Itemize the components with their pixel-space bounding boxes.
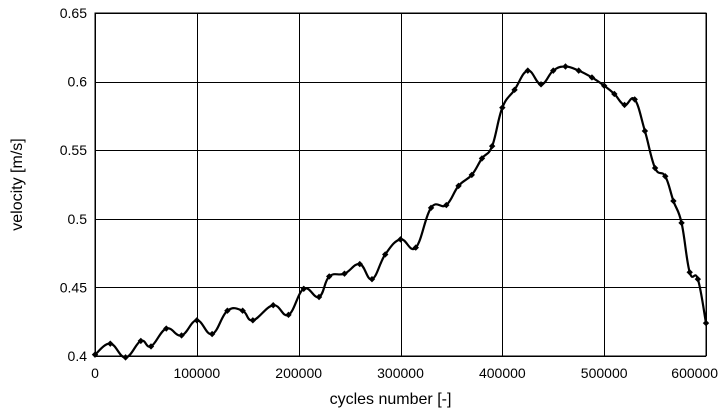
data-point-marker (537, 81, 545, 88)
data-point-marker (455, 182, 462, 190)
x-tick-label: 200000 (275, 365, 322, 381)
y-tick-label: 0.4 (68, 348, 88, 364)
data-point-marker (107, 340, 114, 347)
data-point-marker (670, 197, 677, 205)
data-point-marker (368, 275, 376, 283)
y-axis-label: velocity [m/s] (9, 138, 26, 230)
data-point-marker (694, 275, 702, 283)
y-axis-tick-labels: 0.4 0.45 0.5 0.55 0.6 0.65 (60, 5, 87, 364)
data-point-marker (300, 285, 307, 292)
data-point-marker (178, 332, 185, 339)
data-point-marker (285, 311, 292, 319)
data-point-marker (91, 351, 99, 358)
data-point-marker (443, 201, 450, 209)
data-point-marker (356, 260, 363, 268)
y-tick-label: 0.65 (60, 5, 87, 21)
data-point-marker (468, 171, 475, 179)
plot-area-frame (94, 12, 707, 357)
data-point-marker (662, 173, 669, 180)
data-point-marker (315, 293, 323, 301)
x-tick-label: 0 (91, 365, 99, 381)
data-point-marker (249, 317, 257, 324)
x-tick-label: 500000 (581, 365, 628, 381)
velocity-series-line (93, 65, 708, 359)
data-point-marker (122, 354, 129, 361)
data-point-marker (488, 142, 496, 150)
data-point-marker (341, 270, 348, 277)
data-point-marker (686, 269, 693, 276)
y-tick-label: 0.45 (60, 279, 87, 295)
x-axis-label: cycles number [-] (330, 391, 452, 408)
data-point-marker (193, 317, 201, 324)
y-tick-label: 0.6 (68, 74, 88, 90)
y-tick-label: 0.55 (60, 142, 87, 158)
data-point-marker (478, 155, 486, 162)
data-point-marker (397, 236, 404, 243)
data-point-marker (427, 204, 435, 212)
data-point-marker (621, 101, 628, 109)
data-point-marker (137, 337, 145, 345)
data-point-marker (575, 67, 582, 74)
data-point-marker (208, 330, 216, 338)
x-tick-label: 300000 (377, 365, 424, 381)
grid-lines (95, 13, 707, 357)
data-point-marker (651, 164, 659, 172)
data-point-marker (562, 63, 569, 70)
data-point-marker (163, 325, 170, 332)
data-point-marker (641, 127, 649, 135)
data-point-marker (147, 343, 155, 350)
data-point-marker (412, 244, 419, 251)
data-point-marker (611, 90, 618, 98)
y-tick-label: 0.5 (68, 211, 88, 227)
data-point-marker (326, 273, 333, 280)
data-point-marker (511, 86, 518, 94)
data-point-marker (499, 104, 506, 111)
data-point-marker (224, 307, 231, 314)
x-axis-tick-labels: 0 100000 200000 300000 400000 500000 600000 (91, 365, 718, 381)
x-tick-label: 400000 (479, 365, 526, 381)
data-point-marker (631, 96, 638, 103)
data-point-marker (550, 67, 557, 74)
data-point-marker (524, 67, 531, 74)
x-tick-label: 100000 (173, 365, 220, 381)
data-point-marker (588, 74, 596, 81)
data-point-marker (600, 82, 608, 89)
data-point-marker (702, 319, 710, 327)
data-point-marker (678, 219, 685, 227)
data-point-marker (382, 251, 389, 258)
data-point-marker (239, 307, 246, 314)
data-point-marker (270, 302, 277, 309)
velocity-series-markers (91, 63, 710, 361)
x-tick-label: 600000 (671, 365, 718, 381)
